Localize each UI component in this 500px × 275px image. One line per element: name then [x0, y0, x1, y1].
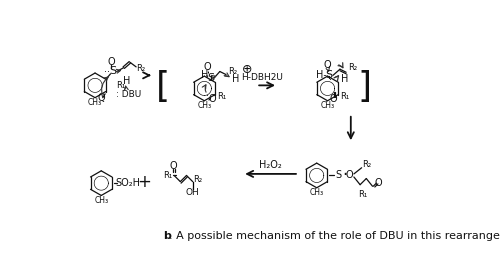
Text: : DBU: : DBU [116, 90, 141, 99]
Text: H: H [232, 74, 239, 84]
Text: H: H [123, 76, 130, 86]
Text: R₁: R₁ [340, 92, 349, 101]
Text: CH₃: CH₃ [88, 98, 102, 107]
Text: ··: ·· [203, 91, 209, 101]
Text: S: S [326, 70, 332, 80]
Text: S: S [207, 73, 214, 83]
Text: CH₃: CH₃ [94, 196, 108, 205]
Text: ·: · [342, 166, 347, 185]
Text: R₂: R₂ [136, 64, 145, 73]
Text: O: O [170, 161, 177, 171]
Text: R₁: R₁ [116, 81, 125, 90]
Text: CH₃: CH₃ [320, 101, 334, 110]
Text: CH₃: CH₃ [310, 188, 324, 197]
Text: OH: OH [186, 188, 200, 197]
Text: SO₂H: SO₂H [116, 178, 141, 188]
Text: H: H [200, 70, 208, 79]
Text: O: O [108, 57, 115, 67]
Text: O: O [330, 94, 338, 104]
Text: ⊕: ⊕ [242, 64, 252, 76]
Text: S: S [336, 170, 342, 180]
Text: H-DBH2U: H-DBH2U [242, 73, 284, 82]
Text: ··: ·· [104, 67, 110, 77]
Text: ]: ] [358, 70, 372, 104]
Text: R₁: R₁ [164, 171, 172, 180]
Text: O: O [346, 170, 353, 180]
Text: [: [ [156, 70, 170, 104]
Text: H₂O₂: H₂O₂ [259, 160, 281, 170]
Text: R₂: R₂ [362, 160, 371, 169]
Text: Q: Q [98, 94, 105, 103]
Text: O: O [208, 94, 216, 104]
Text: R₂: R₂ [348, 63, 357, 72]
Text: R₁: R₁ [358, 190, 368, 199]
Text: +: + [137, 173, 151, 191]
Text: R₂: R₂ [228, 67, 237, 76]
Text: . A possible mechanism of the role of DBU in this rearrangement.: . A possible mechanism of the role of DB… [168, 231, 500, 241]
Text: CH₃: CH₃ [198, 101, 211, 110]
Text: S: S [110, 67, 116, 76]
Text: H: H [341, 74, 348, 84]
Text: b: b [163, 231, 171, 241]
Text: O: O [324, 60, 332, 70]
Text: ··: ·· [329, 75, 335, 85]
Text: R₂: R₂ [193, 175, 202, 184]
Text: H-: H- [316, 70, 327, 80]
Text: R₁: R₁ [217, 92, 226, 101]
Text: O: O [204, 62, 211, 72]
Text: O: O [375, 178, 382, 188]
